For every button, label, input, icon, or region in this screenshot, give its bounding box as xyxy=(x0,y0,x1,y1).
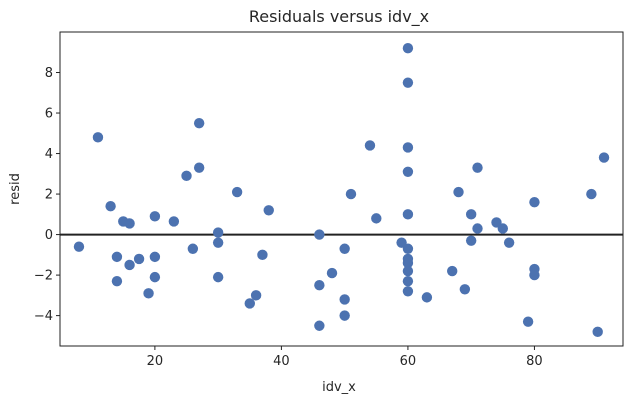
data-point xyxy=(263,205,274,216)
data-point xyxy=(472,162,483,173)
data-point xyxy=(402,77,414,88)
data-point xyxy=(345,188,357,200)
data-point xyxy=(402,43,414,54)
data-point xyxy=(181,170,192,182)
data-point xyxy=(168,216,180,227)
data-point xyxy=(529,196,540,208)
y-tick-label: 4 xyxy=(45,147,53,162)
data-point xyxy=(402,209,414,220)
data-point xyxy=(92,132,104,143)
data-point xyxy=(586,188,597,200)
data-point xyxy=(592,326,603,338)
data-point xyxy=(364,140,376,151)
y-axis-label: resid xyxy=(8,173,23,205)
data-point xyxy=(314,229,325,240)
data-point xyxy=(111,251,123,263)
data-point xyxy=(472,223,483,234)
data-point xyxy=(402,142,414,153)
data-point xyxy=(105,201,116,212)
data-point xyxy=(133,253,145,265)
x-tick-label: 80 xyxy=(526,354,543,369)
data-point xyxy=(402,166,414,177)
data-point xyxy=(459,284,471,295)
plot-area xyxy=(59,31,624,347)
data-point xyxy=(193,162,205,173)
y-tick-label: 2 xyxy=(45,188,53,203)
data-point xyxy=(339,310,350,321)
y-tick-label: −2 xyxy=(34,269,53,284)
data-point xyxy=(465,209,477,220)
data-point xyxy=(212,237,224,248)
data-point xyxy=(402,257,414,269)
data-point xyxy=(73,241,85,252)
data-point xyxy=(503,237,515,248)
data-point xyxy=(257,249,268,261)
data-point xyxy=(326,267,338,279)
data-point xyxy=(529,269,540,281)
data-point xyxy=(149,211,161,222)
data-point xyxy=(244,298,255,309)
data-point xyxy=(149,251,161,263)
data-point xyxy=(598,152,610,163)
y-tick-label: −4 xyxy=(34,309,53,324)
data-point xyxy=(465,235,477,246)
data-point xyxy=(339,243,350,254)
data-point xyxy=(111,275,123,287)
y-tick-label: 8 xyxy=(45,66,53,81)
data-point xyxy=(314,280,325,291)
data-point xyxy=(522,316,534,327)
data-point xyxy=(421,292,433,303)
data-point xyxy=(339,294,350,305)
data-points xyxy=(73,43,610,338)
data-point xyxy=(193,117,205,129)
data-point xyxy=(124,259,135,271)
data-point xyxy=(402,265,414,277)
x-axis-label: idv_x xyxy=(322,380,356,395)
x-tick-label: 20 xyxy=(147,354,164,369)
y-tick-label: 0 xyxy=(45,228,53,243)
data-point xyxy=(231,186,243,198)
y-axis: −4 −2 0 2 4 6 8 xyxy=(34,66,60,324)
y-tick-label: 6 xyxy=(45,107,53,122)
x-tick-label: 60 xyxy=(400,354,417,369)
data-point xyxy=(212,271,224,283)
data-point xyxy=(402,286,414,297)
data-point xyxy=(371,213,382,224)
data-point xyxy=(402,243,414,254)
x-axis: 20 40 60 80 xyxy=(147,346,543,369)
data-point xyxy=(124,218,135,229)
data-point xyxy=(402,275,414,287)
data-point xyxy=(453,186,464,198)
chart-title: Residuals versus idv_x xyxy=(249,7,429,27)
data-point xyxy=(149,271,161,283)
x-tick-label: 40 xyxy=(273,354,290,369)
data-point xyxy=(143,288,154,299)
data-point xyxy=(447,265,458,277)
data-point xyxy=(497,223,509,234)
data-point xyxy=(314,320,325,331)
data-point xyxy=(187,243,199,254)
data-point xyxy=(212,227,224,238)
data-point xyxy=(250,290,262,301)
